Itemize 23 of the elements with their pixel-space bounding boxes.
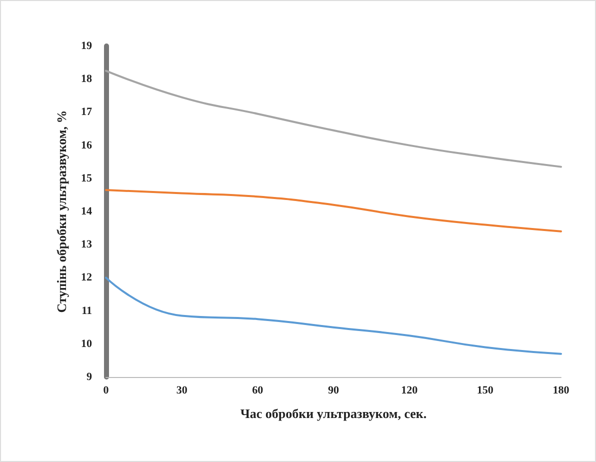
x-tick-label: 60	[252, 384, 264, 396]
line-series	[105, 276, 562, 355]
y-tick-label: 9	[86, 371, 92, 383]
y-tick-label: 14	[81, 206, 92, 218]
y-tick-label: 12	[81, 272, 92, 284]
y-tick-label: 18	[81, 73, 92, 86]
x-tick-label: 180	[552, 384, 570, 396]
x-tick-label: 30	[176, 384, 188, 396]
y-tick-label: 17	[81, 106, 92, 118]
y-tick-label: 13	[81, 238, 92, 251]
x-axis-title: Час обробки ультразвуком, сек.	[240, 406, 427, 421]
y-tick-label: 11	[82, 304, 92, 317]
y-tick-label: 16	[81, 139, 92, 152]
y-tick-label: 10	[81, 338, 92, 350]
x-tick-label: 120	[401, 384, 418, 396]
x-tick-label: 0	[103, 384, 110, 396]
y-axis-title: Ступінь обробки ультразвуком, %	[54, 110, 69, 313]
line-series	[105, 188, 562, 232]
y-tick-label: 19	[81, 40, 92, 52]
x-tick-label: 150	[476, 384, 494, 396]
x-tick-label: 90	[328, 384, 340, 396]
y-tick-label: 15	[81, 172, 92, 184]
line-series	[105, 70, 562, 168]
